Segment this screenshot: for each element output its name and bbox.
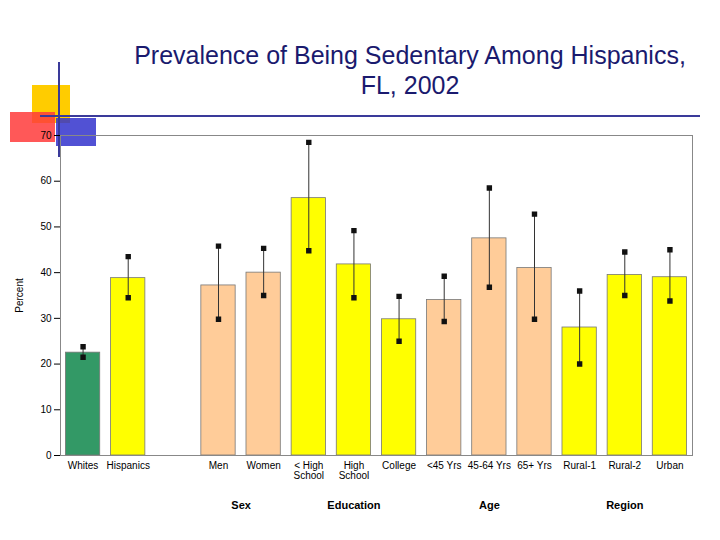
svg-text:Hispanics: Hispanics [107,460,150,471]
svg-text:40: 40 [40,267,52,278]
svg-text:HighSchool: HighSchool [339,460,370,481]
svg-text:Age: Age [479,499,500,511]
html-text:Prevalence of Being Sedentary: Prevalence of Being Sedentary Among Hisp… [134,41,686,99]
svg-text:10: 10 [40,404,52,415]
svg-text:20: 20 [40,358,52,369]
svg-text:College: College [382,460,416,471]
svg-text:Region: Region [606,499,644,511]
svg-text:Rural-2: Rural-2 [608,460,641,471]
svg-text:Education: Education [327,499,380,511]
svg-text:45-64 Yrs: 45-64 Yrs [468,460,511,471]
svg-text:Percent: Percent [14,278,25,313]
svg-text:60: 60 [40,175,52,186]
svg-text:65+ Yrs: 65+ Yrs [517,460,552,471]
svg-text:50: 50 [40,221,52,232]
svg-text:<45 Yrs: <45 Yrs [427,460,462,471]
svg-text:70: 70 [40,130,52,141]
svg-text:Rural-1: Rural-1 [563,460,596,471]
svg-text:Women: Women [247,460,281,471]
svg-text:Whites: Whites [68,460,99,471]
svg-text:0: 0 [46,450,52,461]
svg-text:< HighSchool: < HighSchool [293,460,324,481]
svg-text:Men: Men [209,460,228,471]
svg-text:Sex: Sex [231,499,251,511]
svg-text:30: 30 [40,313,52,324]
svg-text:Urban: Urban [656,460,683,471]
